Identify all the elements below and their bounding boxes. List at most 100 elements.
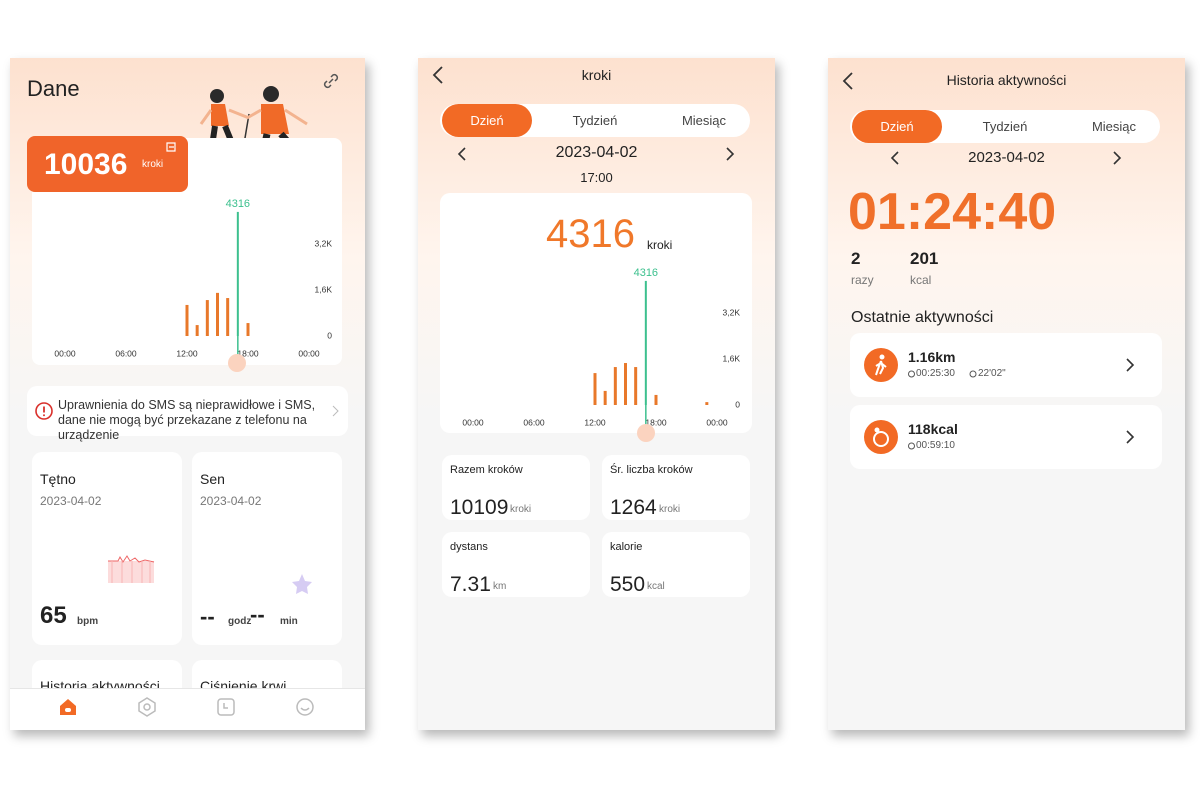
stat-unit: kroki xyxy=(510,504,532,515)
bar xyxy=(195,325,199,336)
y-tick-label: 3,2K xyxy=(723,307,741,317)
bar xyxy=(246,323,250,336)
link-icon[interactable] xyxy=(322,72,340,90)
chevron xyxy=(1126,430,1135,444)
card-title: Sen xyxy=(200,471,225,487)
tab[interactable]: Miesiąc xyxy=(1091,119,1137,134)
card-title: Tętno xyxy=(40,471,76,487)
y-tick-label: 3,2K xyxy=(315,238,333,248)
card-date: 2023-04-02 xyxy=(200,494,262,508)
heart-graph xyxy=(108,555,155,583)
x-tick-label: 12:00 xyxy=(176,348,198,358)
stat-label: kcal xyxy=(910,273,932,287)
screen-home: Dane 10036 kroki 00:00 06:00 12:00 18:00 00:… xyxy=(10,58,365,730)
back-button[interactable] xyxy=(432,66,444,84)
tab[interactable]: Dzień xyxy=(442,104,532,137)
y-tick-label: 0 xyxy=(327,330,332,340)
bar xyxy=(613,367,617,405)
bar xyxy=(634,367,638,405)
small-icons xyxy=(908,370,977,378)
tab[interactable]: Dzień xyxy=(852,110,942,143)
small-icon xyxy=(908,442,915,450)
x-tick-label: 00:00 xyxy=(54,348,76,358)
chevron xyxy=(332,405,339,417)
peak-label: 4316 xyxy=(634,267,658,279)
x-tick-label: 12:00 xyxy=(584,417,606,427)
nav-profile[interactable] xyxy=(295,697,315,717)
stat-value: 7.31 xyxy=(450,573,491,596)
stat-unit: km xyxy=(493,581,507,592)
prev-date[interactable] xyxy=(457,147,466,161)
slider-handle[interactable] xyxy=(637,424,655,442)
x-tick-label: 06:00 xyxy=(523,417,545,427)
heart-unit: bpm xyxy=(77,616,99,627)
steps-unit: kroki xyxy=(142,159,164,170)
next-date[interactable] xyxy=(726,147,735,161)
bar xyxy=(624,363,627,405)
period-tabs: Dzień Tydzień Miesiąc xyxy=(850,110,1160,143)
stat-value: 10109 xyxy=(450,496,509,519)
screen-title: kroki xyxy=(581,67,612,83)
screen-title: Dane xyxy=(27,76,80,101)
bar xyxy=(603,390,607,405)
stat-label: kalorie xyxy=(610,541,643,553)
screen-title: Historia aktywności xyxy=(946,72,1067,88)
sleep-hours-unit: godz xyxy=(228,616,252,627)
stat-unit: kcal xyxy=(647,581,665,592)
bar xyxy=(185,304,189,336)
x-tick-label: 18:00 xyxy=(645,417,667,427)
nav-sport[interactable] xyxy=(137,697,157,717)
nav-home[interactable] xyxy=(58,697,78,717)
sleep-minutes: -- xyxy=(250,602,265,627)
y-tick-label: 1,6K xyxy=(723,353,741,363)
stat-label: Razem kroków xyxy=(450,464,523,476)
activity-row[interactable] xyxy=(850,405,1162,469)
heart-card[interactable] xyxy=(32,452,182,645)
stat-label: razy xyxy=(851,273,874,287)
date: 2023-04-02 xyxy=(968,149,1045,166)
chevron xyxy=(1126,358,1135,372)
x-tick-label: 06:00 xyxy=(115,348,137,358)
date: 2023-04-02 xyxy=(555,144,638,161)
back-button[interactable] xyxy=(842,72,854,90)
alert-text: Uprawnienia do SMS są nieprawidłowe i SM… xyxy=(58,398,316,442)
sleep-minutes-unit: min xyxy=(280,616,298,627)
activity-row[interactable] xyxy=(850,333,1162,397)
next-date[interactable] xyxy=(1113,151,1122,165)
bar xyxy=(226,298,230,336)
stat-card xyxy=(602,532,750,597)
stat-card xyxy=(442,455,590,520)
steps-box[interactable] xyxy=(27,136,188,192)
bar xyxy=(654,394,658,405)
activity-icon xyxy=(864,420,898,454)
stat-unit: kroki xyxy=(659,504,681,515)
tab[interactable]: Miesiąc xyxy=(681,113,727,128)
activity-title: 118kcal xyxy=(908,421,958,437)
bar xyxy=(236,211,239,336)
activity-pace: 22'02" xyxy=(978,368,1006,379)
slider-handle[interactable] xyxy=(228,354,246,372)
x-tick-label: 00:00 xyxy=(706,417,728,427)
x-tick-label: 00:00 xyxy=(298,348,320,358)
stat-label: dystans xyxy=(450,541,488,553)
period-tabs: Dzień Tydzień Miesiąc xyxy=(440,104,750,137)
x-tick-label: 18:00 xyxy=(237,348,259,358)
heart-value: 65 xyxy=(40,602,67,629)
screen-steps: kroki Dzień Tydzień Miesiąc 2023-04-02 1… xyxy=(418,58,775,730)
alert-box[interactable] xyxy=(27,386,348,436)
sleep-card[interactable] xyxy=(192,452,342,645)
tab[interactable]: Tydzień xyxy=(572,113,618,128)
time: 17:00 xyxy=(580,170,613,185)
prev-date[interactable] xyxy=(890,151,899,165)
alert-icon xyxy=(35,402,53,420)
nav-bar xyxy=(10,688,365,730)
duration: 01:24:40 xyxy=(848,183,1057,241)
tab[interactable]: Tydzień xyxy=(982,119,1028,134)
stat-card xyxy=(442,532,590,597)
stat-value: 550 xyxy=(610,573,646,596)
y-tick-label: 0 xyxy=(735,399,740,409)
stat-label: Śr. liczba kroków xyxy=(610,464,693,476)
steps-value: 4316 xyxy=(546,212,635,256)
nav-device[interactable] xyxy=(216,697,236,717)
